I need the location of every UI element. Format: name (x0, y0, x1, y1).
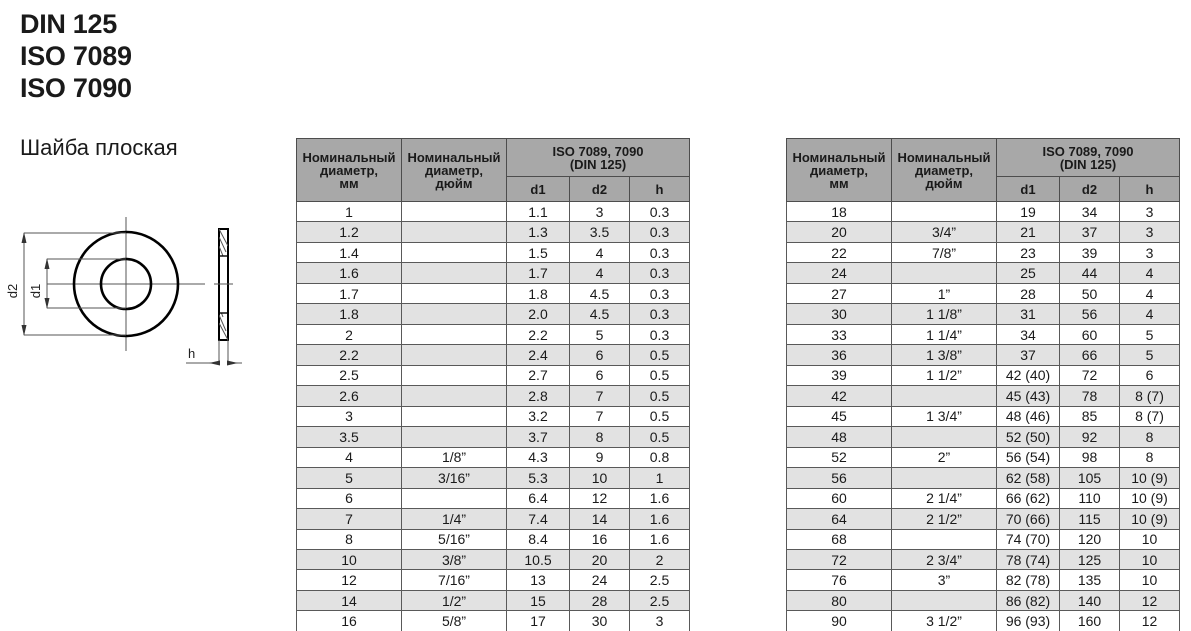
svg-text:d1: d1 (28, 284, 43, 298)
svg-text:h: h (188, 346, 195, 361)
svg-text:d2: d2 (5, 284, 20, 298)
